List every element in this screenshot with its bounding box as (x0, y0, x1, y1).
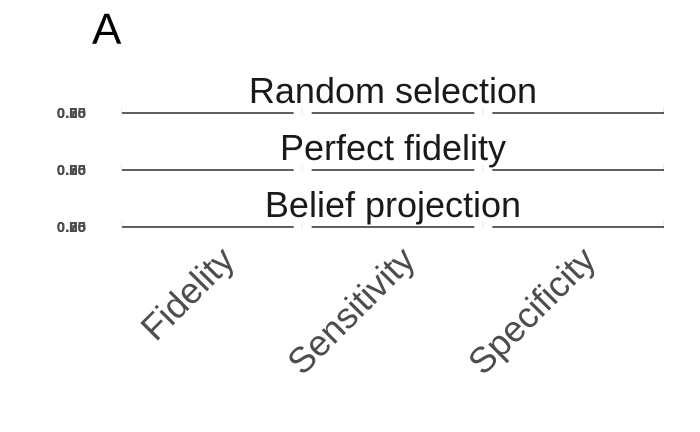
facet-panel: 0.000.250.500.75 Random selection (57, 70, 664, 122)
y-tick-label: 0.25 (57, 219, 86, 236)
y-tick-label: 0.00 (57, 219, 86, 236)
x-tick-label: Fidelity (132, 239, 242, 349)
y-tick-label: 0.50 (57, 162, 86, 179)
y-tick-label: 0.75 (57, 105, 86, 122)
x-axis-ticks: Fidelity Sensitivity Specificity (132, 239, 603, 383)
facet-title: Belief projection (265, 184, 521, 225)
y-tick-label: 0.75 (57, 219, 86, 236)
y-tick-label: 0.00 (57, 162, 86, 179)
facet-panel: 0.000.250.500.75 Belief projection (57, 184, 664, 236)
y-tick-label: 0.75 (57, 162, 86, 179)
panel-label: A (92, 5, 122, 54)
y-tick-label: 0.00 (57, 105, 86, 122)
y-tick-label: 0.25 (57, 162, 86, 179)
facet-title: Random selection (249, 70, 537, 111)
y-tick-label: 0.50 (57, 219, 86, 236)
facet-panel: 0.000.250.500.75 Perfect fidelity (57, 127, 664, 179)
y-tick-label: 0.50 (57, 105, 86, 122)
x-tick-label: Sensitivity (279, 239, 423, 383)
y-tick-label: 0.25 (57, 105, 86, 122)
facet-title: Perfect fidelity (280, 127, 506, 168)
x-tick-label: Specificity (460, 239, 604, 383)
